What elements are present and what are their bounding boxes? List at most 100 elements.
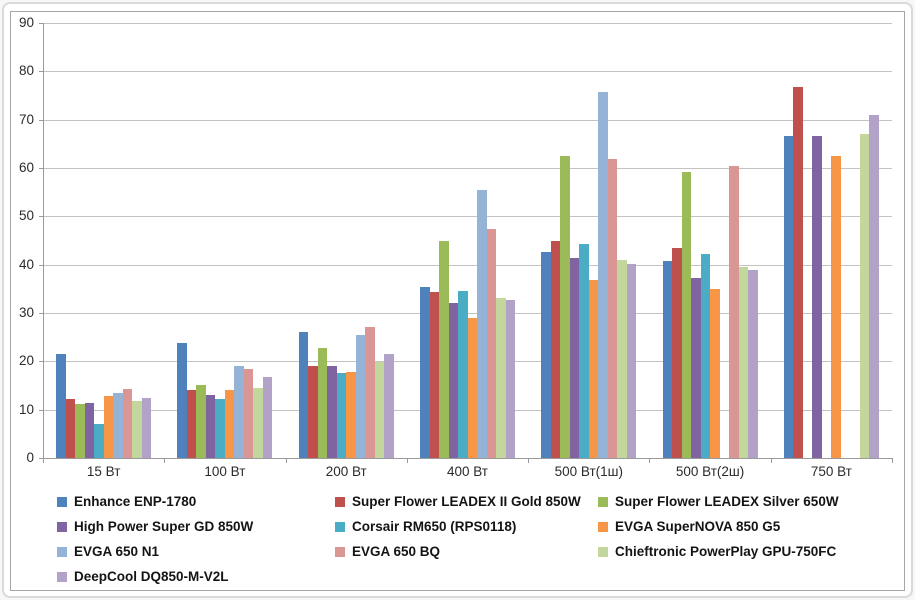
legend-swatch-icon — [57, 571, 67, 582]
grid-line — [44, 23, 892, 24]
bar — [477, 190, 487, 458]
x-tick — [43, 459, 44, 463]
bar — [84, 402, 95, 458]
legend: Enhance ENP-1780 Super Flower LEADEX II G… — [57, 489, 897, 589]
grid-line — [44, 71, 892, 73]
x-axis-label: 100 Вт — [204, 464, 246, 479]
legend-swatch-icon — [598, 546, 608, 557]
legend-swatch-icon — [335, 521, 345, 532]
legend-label: High Power Super GD 850W — [74, 519, 254, 534]
bar — [365, 326, 375, 458]
bar — [243, 368, 254, 458]
bar — [317, 347, 328, 458]
legend-label: EVGA SuperNOVA 850 G5 — [615, 519, 781, 534]
grid-line — [44, 119, 892, 121]
bar — [439, 240, 449, 458]
bar — [729, 166, 739, 458]
legend-item: DeepCool DQ850-M-V2L — [57, 569, 335, 584]
y-tick — [39, 23, 43, 24]
bar — [467, 317, 477, 458]
legend-swatch-icon — [57, 546, 67, 557]
y-axis-label: 40 — [18, 256, 34, 272]
bar — [113, 392, 123, 458]
bar — [215, 398, 225, 458]
bar — [448, 303, 458, 458]
x-tick — [649, 459, 651, 463]
bar — [550, 240, 561, 458]
bar — [710, 288, 720, 458]
y-axis-label: 80 — [18, 63, 34, 79]
x-tick — [770, 459, 772, 463]
y-tick — [39, 71, 43, 73]
y-tick — [39, 168, 43, 169]
x-axis-label: 750 Вт — [810, 464, 852, 479]
y-axis-label: 90 — [18, 15, 34, 30]
x-axis-label: 15 Вт — [86, 464, 121, 479]
legend-item: Super Flower LEADEX Silver 650W — [598, 494, 897, 509]
x-tick — [406, 459, 408, 463]
bar — [308, 366, 318, 458]
y-tick — [39, 264, 43, 266]
x-tick — [285, 459, 287, 463]
bar — [103, 396, 114, 458]
bar — [196, 384, 206, 458]
bar — [234, 366, 244, 458]
legend-label: Chieftronic PowerPlay GPU-750FC — [615, 544, 837, 559]
bar — [253, 387, 263, 458]
x-tick — [892, 459, 893, 463]
bar — [458, 290, 468, 458]
bar — [298, 331, 309, 458]
bar — [186, 390, 197, 458]
bar — [691, 277, 701, 458]
bar — [793, 87, 803, 458]
grid-line — [44, 264, 892, 266]
x-axis-label: 200 Вт — [325, 464, 367, 479]
bar — [429, 291, 439, 458]
bar — [579, 244, 589, 458]
bar — [662, 260, 673, 458]
bar — [132, 400, 142, 458]
x-axis-line — [39, 458, 893, 459]
legend-label: Corsair RM650 (RPS0118) — [352, 519, 517, 534]
legend-item: EVGA SuperNOVA 850 G5 — [598, 519, 897, 534]
legend-swatch-icon — [57, 496, 67, 507]
bar — [569, 257, 580, 458]
legend-label: DeepCool DQ850-M-V2L — [74, 569, 229, 584]
y-axis-label: 20 — [18, 353, 34, 369]
legend-item: High Power Super GD 850W — [57, 519, 335, 534]
bar — [56, 354, 66, 458]
y-axis-label: 30 — [18, 305, 34, 320]
bar — [65, 399, 76, 458]
bar — [869, 114, 879, 458]
y-axis-line — [43, 23, 44, 459]
legend-item: EVGA 650 BQ — [335, 544, 598, 559]
legend-item: Chieftronic PowerPlay GPU-750FC — [598, 544, 897, 559]
y-axis-label: 50 — [18, 208, 34, 224]
y-tick — [39, 409, 43, 411]
bar — [588, 280, 599, 458]
legend-label: EVGA 650 N1 — [74, 544, 160, 559]
bar — [486, 229, 496, 458]
bar — [681, 171, 692, 458]
legend-item: Super Flower LEADEX II Gold 850W — [335, 494, 598, 509]
legend-item: Corsair RM650 (RPS0118) — [335, 519, 598, 534]
grid-line — [44, 168, 892, 169]
bar — [541, 252, 551, 458]
bar — [748, 270, 758, 458]
legend-label: Super Flower LEADEX Silver 650W — [615, 494, 839, 509]
x-tick — [164, 459, 166, 463]
bar — [262, 377, 273, 458]
bar — [177, 342, 187, 458]
y-tick — [39, 216, 43, 218]
bar — [205, 395, 216, 458]
y-axis-label: 60 — [18, 160, 34, 175]
legend-swatch-icon — [335, 546, 345, 557]
y-tick — [39, 361, 43, 363]
y-tick — [39, 313, 43, 314]
bar — [626, 263, 637, 458]
bar — [560, 156, 570, 458]
bar — [496, 298, 506, 458]
bar — [224, 390, 235, 458]
bar — [672, 247, 682, 458]
